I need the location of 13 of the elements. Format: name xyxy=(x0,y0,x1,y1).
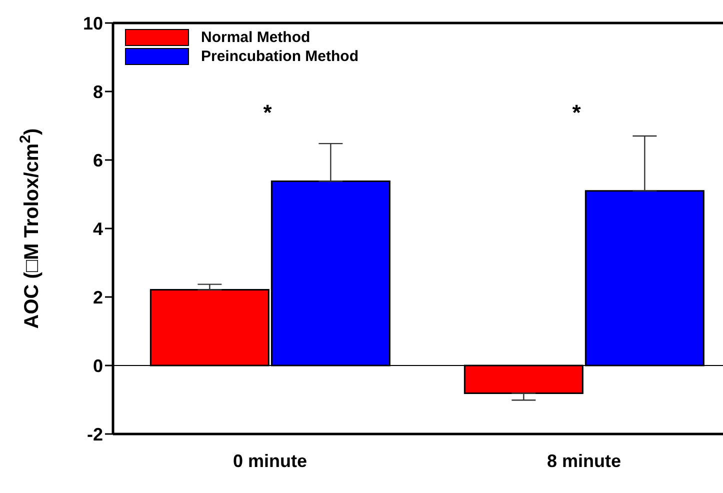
x-tick-label: 8 minute xyxy=(546,450,622,471)
y-tick-label: 10 xyxy=(82,13,103,34)
y-tick-label: 8 xyxy=(92,82,103,102)
y-tick-label: 4 xyxy=(92,218,103,239)
x-tick-label: 0 minute xyxy=(232,450,308,471)
y-tick-label: 0 xyxy=(92,356,103,376)
y-tick-label: 6 xyxy=(92,150,103,170)
legend-label: Normal Method xyxy=(201,28,310,47)
y-tick-label: -2 xyxy=(86,424,103,444)
y-tick-label: 2 xyxy=(92,287,103,308)
annotation: * xyxy=(571,100,582,126)
annotation: * xyxy=(262,100,273,126)
legend-label: Preincubation Method xyxy=(201,47,358,66)
